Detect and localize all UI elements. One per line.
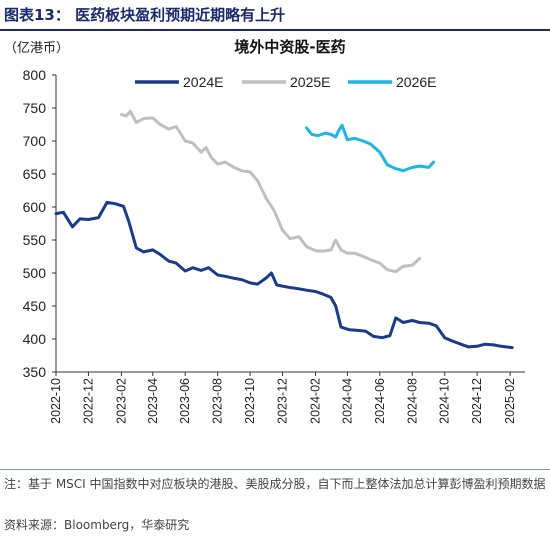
y-tick-label: 650 — [23, 166, 47, 182]
x-tick-label: 2024-12 — [470, 378, 484, 424]
y-tick-label: 750 — [23, 100, 47, 116]
legend-label: 2025E — [290, 74, 330, 90]
x-tick-label: 2024-08 — [405, 378, 419, 424]
x-tick-label: 2024-06 — [373, 378, 387, 424]
series-line-2024E — [54, 200, 514, 350]
line-chart: （亿港币） 境外中资股-医药 350 400 450 500 550 600 650 700 7… — [4, 38, 525, 424]
x-tick-label: 2023-10 — [243, 378, 257, 424]
x-tick-label: 2023-04 — [146, 378, 160, 424]
chart-title: 境外中资股-医药 — [234, 38, 345, 56]
y-tick-label: 600 — [23, 199, 47, 215]
figure-title: 图表13： 医药板块盈利预期近期略有上升 — [4, 6, 286, 24]
footer-divider — [0, 469, 550, 470]
series-lines — [54, 109, 514, 350]
legend-label: 2024E — [183, 74, 223, 90]
source-line: 资料来源：Bloomberg，华泰研究 — [4, 518, 190, 532]
series-line-2026E — [305, 123, 435, 173]
y-tick-label: 550 — [23, 232, 47, 248]
footnote: 注：基于 MSCI 中国指数中对应板块的港股、美股成分股，自下而上整体法加总计算… — [4, 477, 546, 491]
x-tick-label: 2022-12 — [81, 378, 95, 424]
x-tick-label: 2024-04 — [340, 378, 354, 424]
y-axis-ticks: 350 400 450 500 550 600 650 700 750 800 — [23, 67, 56, 380]
unit-label: （亿港币） — [4, 41, 69, 56]
x-tick-label: 2023-08 — [211, 378, 225, 424]
x-tick-label: 2023-06 — [178, 378, 192, 424]
x-tick-label: 2024-10 — [438, 378, 452, 424]
x-tick-label: 2024-02 — [308, 378, 322, 424]
x-tick-label: 2022-10 — [49, 378, 63, 424]
y-tick-label: 450 — [23, 298, 47, 314]
x-tick-label: 2023-12 — [276, 378, 290, 424]
x-tick-label: 2025-02 — [503, 378, 517, 424]
title-divider — [0, 29, 550, 31]
y-tick-label: 800 — [23, 67, 47, 83]
x-tick-label: 2023-02 — [114, 378, 128, 424]
series-line-2025E — [119, 109, 422, 274]
y-tick-label: 500 — [23, 265, 47, 281]
legend: 2024E 2025E 2026E — [135, 74, 436, 90]
y-tick-label: 400 — [23, 331, 47, 347]
y-tick-label: 700 — [23, 133, 47, 149]
y-tick-label: 350 — [23, 364, 47, 380]
legend-label: 2026E — [396, 74, 436, 90]
x-axis-ticks: 2022-10 2022-12 2023-02 2023-04 2023-06 2023-… — [49, 372, 517, 424]
